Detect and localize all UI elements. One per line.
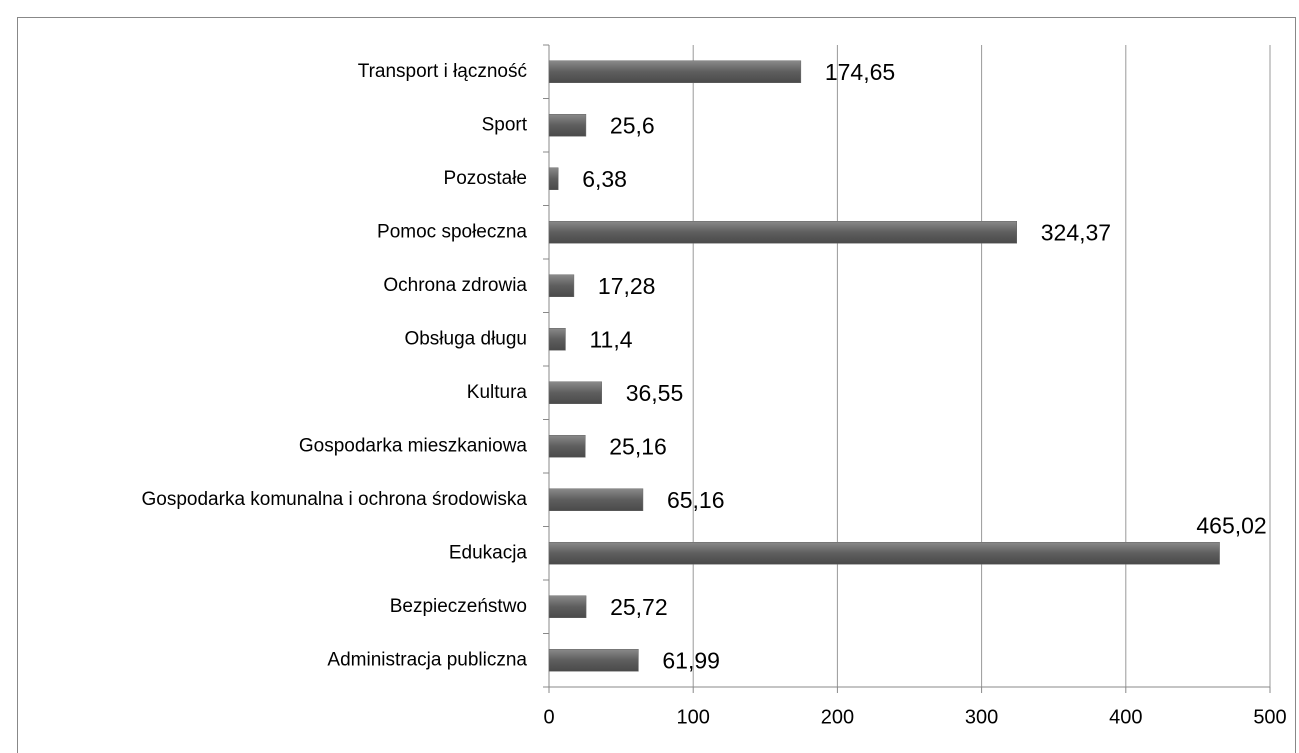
category-label: Edukacja	[449, 542, 528, 563]
bar	[548, 435, 586, 458]
value-label: 36,55	[626, 380, 684, 406]
category-label: Obsługa długu	[404, 328, 527, 349]
category-label: Ochrona zdrowia	[383, 275, 527, 296]
category-label: Transport i łączność	[358, 61, 527, 82]
value-label: 465,02	[1196, 512, 1266, 538]
bar	[548, 114, 587, 137]
value-label: 25,72	[610, 594, 668, 620]
category-label: Bezpieczeństwo	[390, 596, 527, 617]
bar	[548, 167, 559, 190]
x-tick-label: 500	[1253, 706, 1286, 728]
value-label: 174,65	[825, 59, 895, 85]
value-label: 65,16	[667, 487, 725, 513]
x-tick-label: 0	[543, 706, 554, 728]
bar	[548, 381, 602, 404]
bar	[548, 274, 575, 297]
category-label: Administracja publiczna	[327, 649, 527, 670]
x-tick-label: 400	[1109, 706, 1142, 728]
category-label: Sport	[482, 114, 528, 135]
value-label: 61,99	[662, 647, 720, 673]
category-label: Gospodarka mieszkaniowa	[299, 435, 528, 456]
bar	[548, 542, 1220, 565]
chart-frame	[17, 17, 1296, 753]
bar	[548, 221, 1017, 244]
value-label: 324,37	[1041, 219, 1111, 245]
value-label: 6,38	[582, 166, 627, 192]
x-tick-label: 200	[821, 706, 854, 728]
category-label: Kultura	[467, 382, 528, 403]
value-label: 17,28	[598, 273, 656, 299]
bar	[548, 328, 566, 351]
bar	[548, 649, 639, 672]
bar	[548, 595, 587, 618]
category-label: Gospodarka komunalna i ochrona środowisk…	[142, 489, 528, 510]
x-tick-label: 300	[965, 706, 998, 728]
bar	[548, 488, 644, 511]
x-tick-label: 100	[677, 706, 710, 728]
bar	[548, 60, 802, 83]
category-label: Pozostałe	[444, 168, 527, 189]
value-label: 11,4	[589, 326, 632, 352]
value-label: 25,6	[610, 112, 655, 138]
value-label: 25,16	[609, 433, 667, 459]
category-label: Pomoc społeczna	[377, 221, 527, 242]
